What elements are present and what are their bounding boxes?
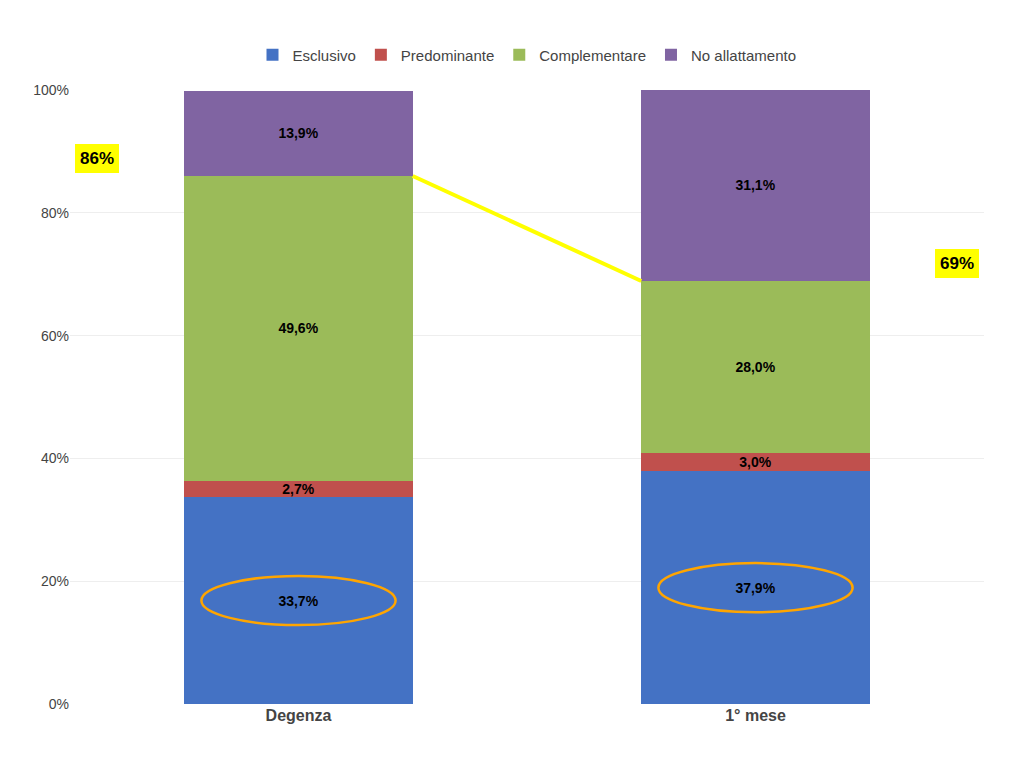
svg-text:40%: 40% — [41, 450, 69, 466]
svg-text:1° mese: 1° mese — [725, 707, 786, 724]
svg-text:69%: 69% — [940, 254, 974, 273]
svg-text:2,7%: 2,7% — [282, 481, 314, 497]
svg-text:3,0%: 3,0% — [739, 454, 771, 470]
svg-text:33,7%: 33,7% — [278, 593, 318, 609]
svg-text:0%: 0% — [49, 696, 69, 712]
svg-text:28,0%: 28,0% — [735, 359, 775, 375]
svg-text:37,9%: 37,9% — [735, 580, 775, 596]
svg-text:Degenza: Degenza — [266, 707, 332, 724]
svg-text:20%: 20% — [41, 573, 69, 589]
svg-text:Complementare: Complementare — [539, 47, 646, 64]
svg-text:49,6%: 49,6% — [278, 320, 318, 336]
svg-text:Predominante: Predominante — [401, 47, 494, 64]
svg-text:13,9%: 13,9% — [278, 125, 318, 141]
svg-text:80%: 80% — [41, 205, 69, 221]
svg-text:31,1%: 31,1% — [735, 177, 775, 193]
svg-text:No allattamento: No allattamento — [691, 47, 796, 64]
svg-text:60%: 60% — [41, 328, 69, 344]
svg-text:86%: 86% — [80, 149, 114, 168]
svg-text:100%: 100% — [33, 82, 69, 98]
svg-text:Esclusivo: Esclusivo — [293, 47, 356, 64]
